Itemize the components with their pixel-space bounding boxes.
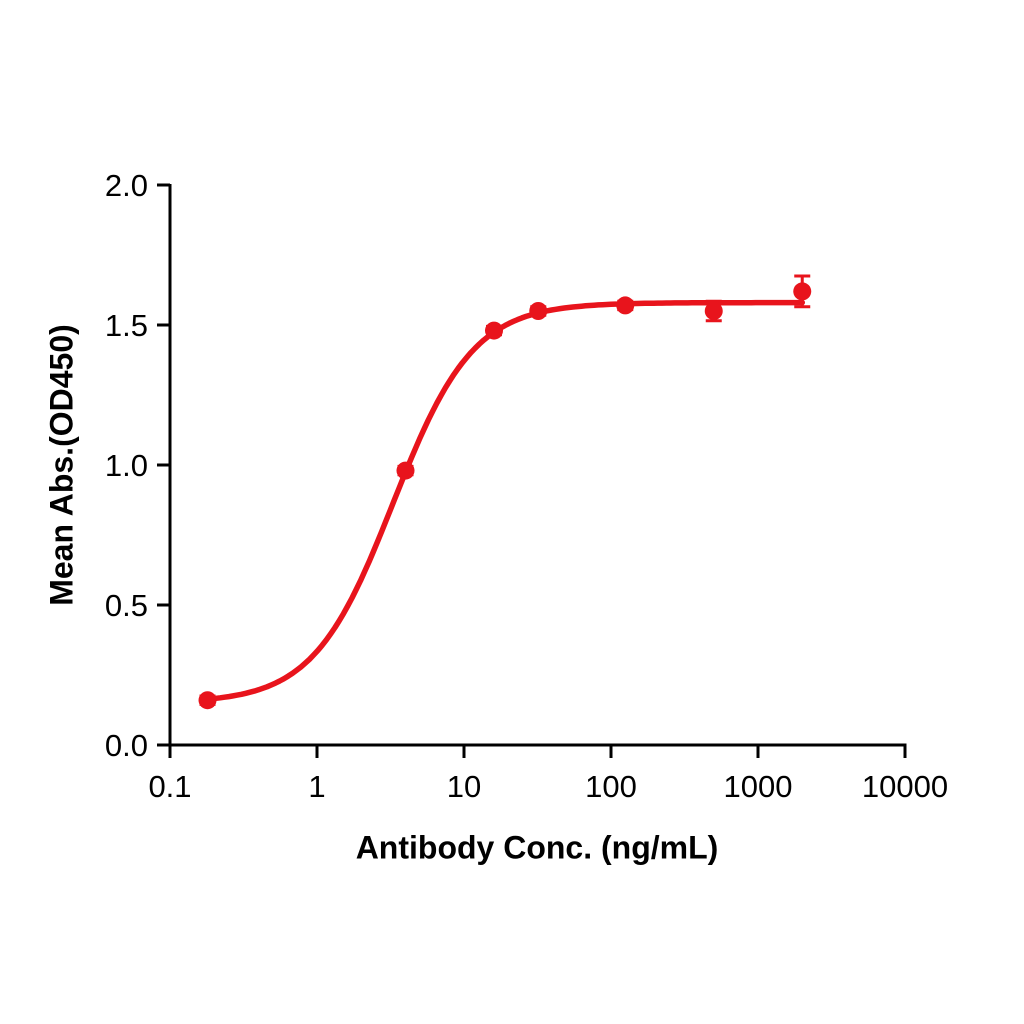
data-point [485, 321, 504, 340]
y-tick-label: 1.5 [105, 308, 148, 343]
y-axis-title: Mean Abs.(OD450) [43, 324, 80, 606]
data-point [198, 691, 217, 710]
x-axis-title: Antibody Conc. (ng/mL) [355, 829, 719, 866]
data-point [704, 302, 723, 320]
x-tick-label: 0.1 [148, 769, 191, 804]
y-tick-label: 0.5 [105, 588, 148, 623]
data-point [396, 461, 415, 480]
data-point [793, 282, 812, 301]
x-tick-label: 1000 [724, 769, 793, 804]
x-tick-label: 10000 [862, 769, 948, 804]
x-tick-label: 10 [447, 769, 481, 804]
x-tick-label: 100 [585, 769, 637, 804]
y-tick-label: 0.0 [105, 728, 148, 763]
data-point [616, 296, 635, 315]
fit-curve [204, 299, 806, 702]
data-point [529, 302, 548, 320]
y-tick-label: 2.0 [105, 168, 148, 203]
x-tick-label: 1 [308, 769, 325, 804]
y-tick-label: 1.0 [105, 448, 148, 483]
